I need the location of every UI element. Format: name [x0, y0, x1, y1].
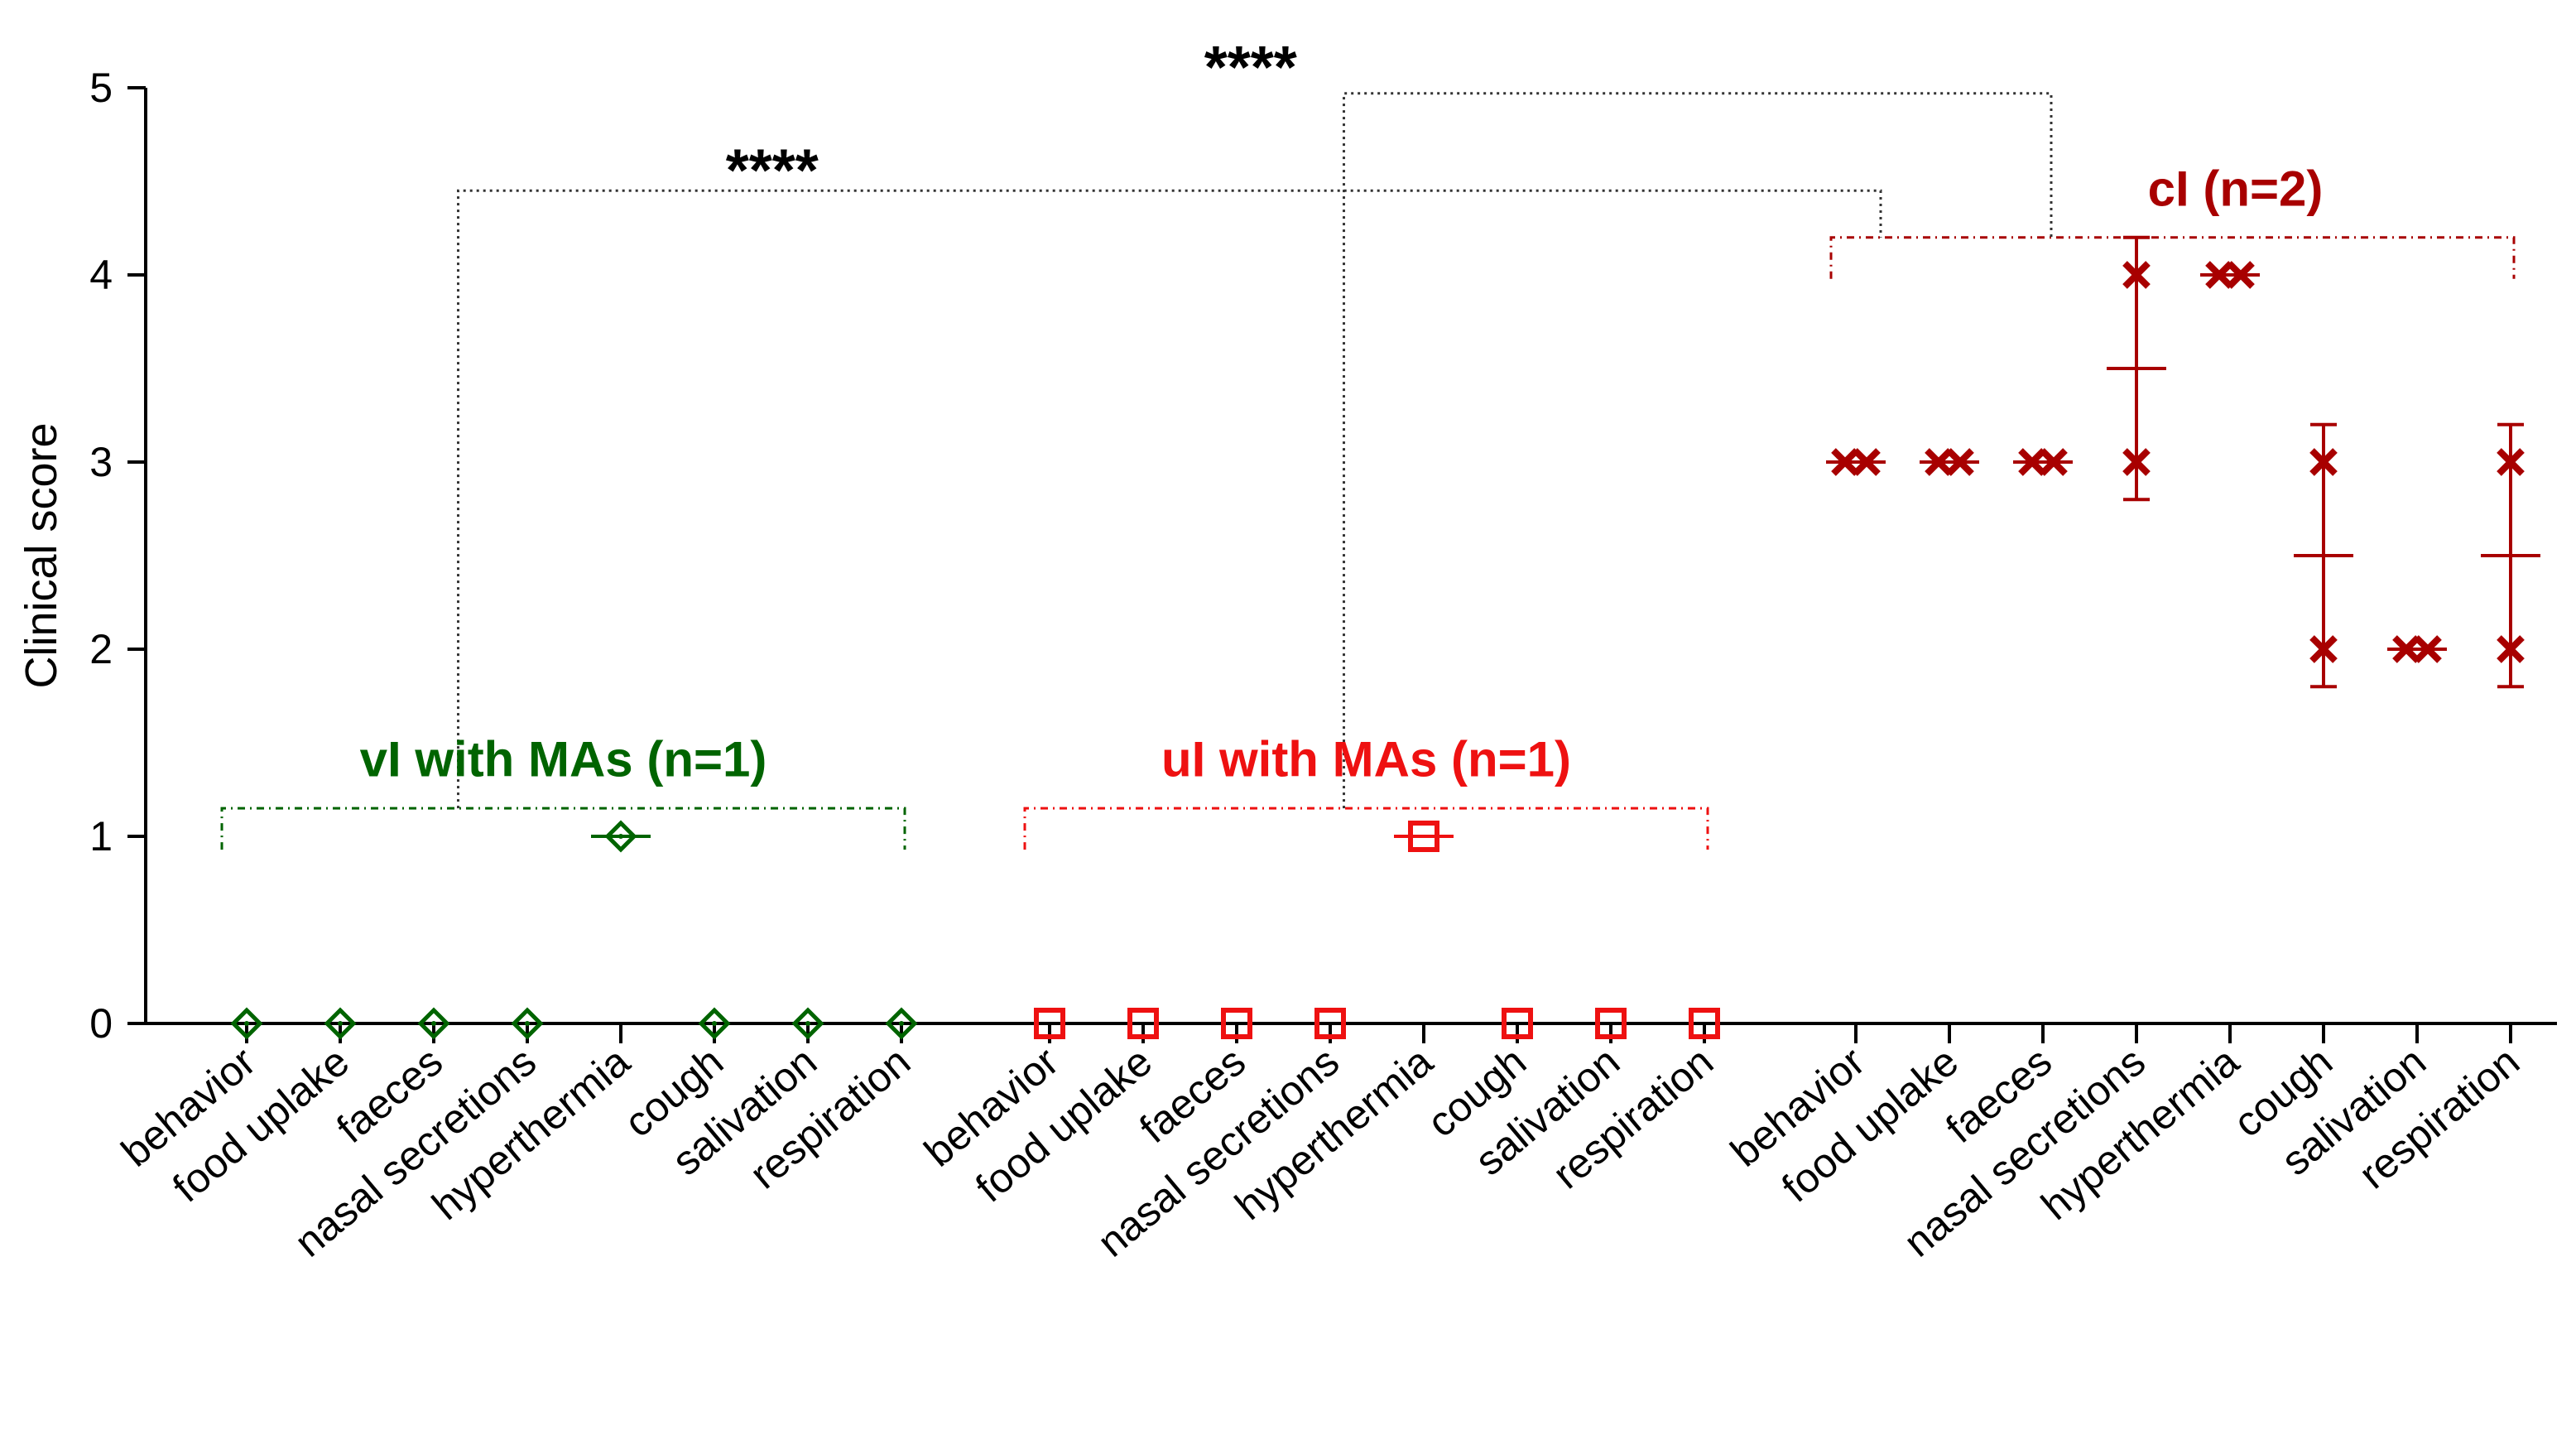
group-label: vI with MAs (n=1) [360, 732, 767, 787]
data-point-x [2040, 448, 2068, 476]
data-point-square [1689, 1008, 1720, 1039]
data-point-square [1408, 821, 1439, 852]
y-axis-label: Clinical score [17, 422, 66, 688]
data-point-diamond [230, 1007, 263, 1040]
data-point-x [2309, 448, 2338, 476]
group-brackets-layer [220, 236, 2516, 850]
group-label: uI with MAs (n=1) [1161, 732, 1571, 787]
data-point-square [1221, 1008, 1252, 1039]
data-point-x [2122, 448, 2151, 476]
data-point-square [1127, 1008, 1159, 1039]
data-point-x [1831, 448, 1859, 476]
data-point-x [2392, 635, 2420, 663]
data-point-x [2122, 261, 2151, 289]
data-point-x [2309, 635, 2338, 663]
data-point-center [712, 1021, 717, 1026]
y-tick-label: 1 [89, 813, 113, 860]
data-point-x [1925, 448, 1953, 476]
data-point-x [2227, 261, 2255, 289]
data-point-x [1853, 448, 1881, 476]
significance-layer: **** **** [457, 35, 2053, 809]
significance-stars: **** [1204, 35, 1297, 101]
y-tick-label: 3 [89, 439, 113, 485]
data-point-center [899, 1021, 904, 1026]
data-point-x [2497, 448, 2525, 476]
significance-bracket [1343, 92, 2053, 809]
data-point-diamond [698, 1007, 731, 1040]
data-point-center [244, 1021, 249, 1026]
data-point-center [525, 1021, 530, 1026]
data-point-x [2018, 448, 2046, 476]
data-point-x [2414, 635, 2442, 663]
data-point-square [1502, 1008, 1533, 1039]
data-point-x [1946, 448, 1974, 476]
group-bracket [1829, 236, 2516, 279]
significance-stars: **** [726, 137, 819, 204]
data-point-center [431, 1021, 436, 1026]
data-point-diamond [324, 1007, 357, 1040]
data-points-layer [230, 261, 2525, 1040]
y-tick-label: 5 [89, 65, 113, 111]
data-point-diamond [604, 820, 637, 853]
data-point-diamond [417, 1007, 450, 1040]
group-bracket [220, 807, 906, 850]
data-point-x [2205, 261, 2233, 289]
group-label: cI (n=2) [2148, 161, 2324, 216]
data-point-diamond [791, 1007, 824, 1040]
data-point-center [338, 1021, 343, 1026]
significance-bracket [457, 189, 1882, 809]
error-bars-layer [591, 235, 2540, 838]
data-point-center [618, 834, 623, 839]
y-tick-label: 0 [89, 1000, 113, 1047]
y-tick-label: 2 [89, 626, 113, 672]
data-point-square [1595, 1008, 1627, 1039]
axes-layer: 0 1 2 3 4 5 Clinical score [17, 65, 2557, 1047]
data-point-center [805, 1021, 810, 1026]
data-point-x [2497, 635, 2525, 663]
data-point-square [1314, 1008, 1346, 1039]
data-point-diamond [511, 1007, 544, 1040]
data-point-square [1034, 1008, 1065, 1039]
group-bracket [1023, 807, 1709, 850]
y-tick-label: 4 [89, 252, 113, 298]
data-point-diamond [885, 1007, 918, 1040]
